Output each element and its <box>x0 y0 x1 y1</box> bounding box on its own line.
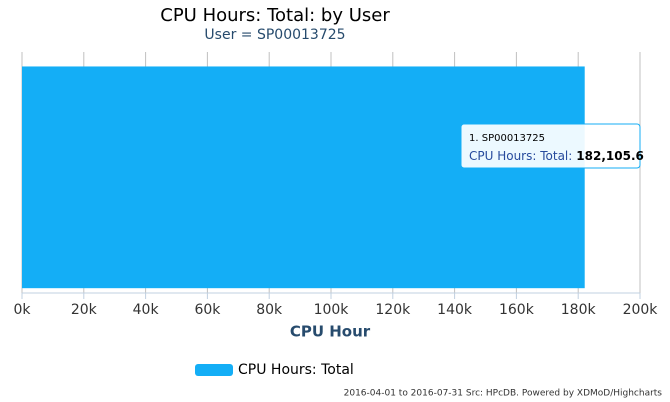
x-tick-label: 20k <box>71 302 98 318</box>
x-tick-label: 80k <box>256 302 283 318</box>
chart-subtitle: User = SP00013725 <box>204 27 345 43</box>
tooltip-label: CPU Hours: Total: 182,105.6 <box>469 149 644 163</box>
x-tick-label: 60k <box>194 302 221 318</box>
credits: 2016-04-01 to 2016-07-31 Src: HPcDB. Pow… <box>344 389 663 399</box>
x-tick-label: 200k <box>623 302 659 318</box>
x-tick-label: 0k <box>13 302 31 318</box>
tooltip-title: 1. SP00013725 <box>469 133 545 144</box>
x-tick-label: 120k <box>375 302 411 318</box>
legend-swatch <box>195 364 233 376</box>
x-tick-label: 180k <box>561 302 597 318</box>
x-tick-label: 160k <box>499 302 535 318</box>
legend-label: CPU Hours: Total <box>238 362 354 378</box>
x-tick-label: 100k <box>314 302 350 318</box>
tooltip: 1. SP00013725 CPU Hours: Total: 182,105.6 <box>460 123 644 169</box>
x-tick-label: 140k <box>437 302 473 318</box>
tooltip-box <box>460 123 641 169</box>
chart-title: CPU Hours: Total: by User <box>160 5 390 26</box>
x-axis-title: CPU Hour <box>290 323 371 341</box>
x-tick-label: 40k <box>133 302 160 318</box>
bar <box>22 66 585 289</box>
